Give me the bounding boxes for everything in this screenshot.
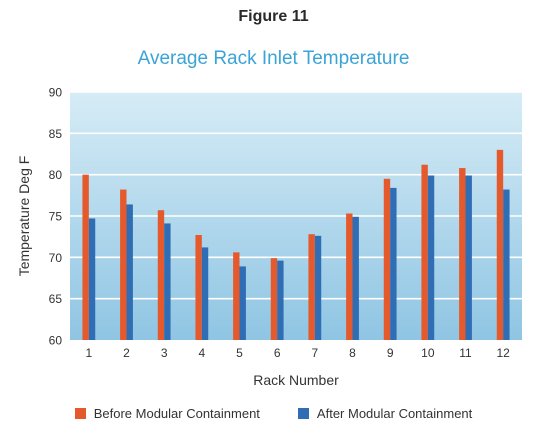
bar-before	[82, 174, 89, 340]
legend-label-after: After Modular Containment	[316, 406, 473, 421]
x-axis-label: Rack Number	[253, 372, 339, 388]
legend-swatch-before	[74, 408, 86, 419]
bar-before	[157, 210, 165, 340]
y-tick-label: 85	[49, 127, 63, 141]
x-tick-label: 1	[85, 346, 92, 360]
bar-before	[120, 189, 127, 340]
bar-after	[465, 175, 472, 340]
bar-before	[195, 235, 202, 340]
bar-after	[277, 260, 284, 340]
chart-title: Average Rack Inlet Temperature	[137, 48, 410, 69]
bar-before	[270, 258, 278, 340]
bar-after	[88, 218, 96, 340]
x-tick-label: 2	[123, 346, 130, 360]
y-axis-label: Temperature Deg F	[16, 156, 32, 277]
bar-after	[503, 189, 510, 340]
x-tick-label: 10	[421, 346, 435, 360]
legend-swatch-after	[297, 408, 309, 419]
x-tick-label: 9	[387, 346, 394, 360]
bar-after	[352, 216, 359, 340]
y-tick-label: 60	[49, 334, 63, 348]
figure-label: Figure 11	[238, 8, 309, 25]
bar-before	[383, 178, 391, 340]
legend-label-before: Before Modular Containment	[93, 406, 260, 421]
bar-before	[233, 252, 240, 340]
y-tick-label: 65	[49, 292, 63, 306]
bar-after	[126, 204, 133, 340]
y-tick-label: 90	[49, 86, 63, 100]
chart-legend: Before Modular Containment After Modular…	[0, 406, 547, 421]
x-tick-label: 4	[198, 346, 205, 360]
bar-after	[390, 187, 397, 340]
bar-after	[314, 235, 322, 340]
x-tick-label: 11	[459, 346, 472, 360]
y-tick-label: 80	[49, 168, 63, 182]
bar-before	[308, 234, 315, 340]
bar-after	[239, 266, 246, 340]
x-tick-label: 3	[161, 346, 168, 360]
x-tick-label: 6	[274, 346, 281, 360]
bar-after	[427, 175, 435, 340]
y-tick-label: 75	[49, 210, 63, 224]
bar-after	[201, 247, 209, 340]
legend-item-before: Before Modular Containment	[74, 406, 260, 421]
x-tick-label: 7	[311, 346, 318, 360]
x-tick-label: 8	[349, 346, 356, 360]
bar-after	[164, 223, 171, 340]
x-tick-label: 5	[236, 346, 243, 360]
x-tick-label: 12	[496, 346, 510, 360]
y-tick-label: 70	[49, 251, 63, 265]
bar-before	[459, 168, 466, 340]
bar-before	[346, 213, 353, 340]
legend-item-after: After Modular Containment	[297, 406, 473, 421]
bar-before	[421, 164, 428, 340]
bar-before	[496, 149, 504, 340]
